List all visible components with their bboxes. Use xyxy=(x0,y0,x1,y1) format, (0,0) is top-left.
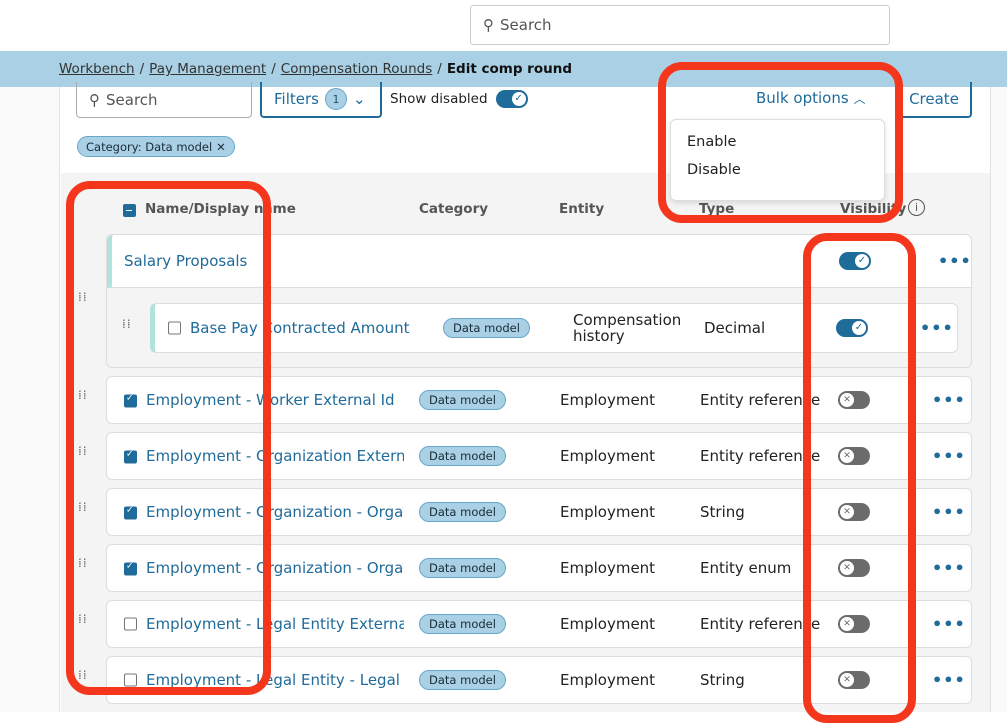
row-type: Entity reference xyxy=(700,615,820,633)
info-icon[interactable]: i xyxy=(908,199,925,216)
breadcrumb-current: Edit comp round xyxy=(446,61,573,77)
drag-handle-icon[interactable]: ⁞⁞ xyxy=(122,317,132,331)
table-row: Employment - Organization - Organization… xyxy=(106,544,972,592)
row-entity: Compensation history xyxy=(573,311,682,345)
breadcrumb-pay-management[interactable]: Pay Management xyxy=(149,61,267,77)
table-row: Base Pay Contracted Amount Data model Co… xyxy=(150,303,958,353)
chevron-up-icon: ︿ xyxy=(853,92,866,106)
group-name[interactable]: Salary Proposals xyxy=(124,252,248,270)
filter-chip: Category: Data model ✕ xyxy=(77,136,235,157)
row-checkbox[interactable] xyxy=(124,506,137,520)
drag-handle-icon[interactable]: ⁞⁞ xyxy=(78,444,88,458)
visibility-toggle[interactable] xyxy=(839,252,871,270)
row-checkbox[interactable] xyxy=(124,617,137,631)
visibility-toggle[interactable] xyxy=(838,615,870,633)
create-button[interactable]: Create xyxy=(898,82,972,118)
row-name[interactable]: Employment - Organization - Organization… xyxy=(146,559,404,577)
row-entity: Employment xyxy=(560,447,656,465)
category-badge: Data model xyxy=(419,446,506,466)
table-row: Employment - Legal Entity - Legal Name D… xyxy=(106,656,972,704)
right-gutter xyxy=(990,87,1007,712)
breadcrumb-compensation-rounds[interactable]: Compensation Rounds xyxy=(280,61,433,77)
row-type: String xyxy=(700,503,745,521)
row-name[interactable]: Employment - Legal Entity - Legal Name xyxy=(146,671,404,689)
row-type: String xyxy=(700,671,745,689)
category-badge: Data model xyxy=(419,390,506,410)
visibility-toggle[interactable] xyxy=(838,391,870,409)
drag-handle-icon[interactable]: ⁞⁞ xyxy=(78,668,88,682)
more-options-icon[interactable]: ••• xyxy=(920,318,954,338)
category-badge: Data model xyxy=(419,670,506,690)
row-checkbox[interactable] xyxy=(124,450,137,464)
drag-handle-icon[interactable]: ⁞⁞ xyxy=(78,612,88,626)
more-options-icon[interactable]: ••• xyxy=(932,614,966,634)
top-search-input[interactable]: ⚲ Search xyxy=(470,5,890,45)
search-input[interactable]: ⚲ Search xyxy=(76,82,252,118)
header-type[interactable]: Type xyxy=(699,201,735,217)
table-row: Employment - Legal Entity External Id Da… xyxy=(106,600,972,648)
table-row: Employment - Organization - Organization… xyxy=(106,488,972,536)
row-name[interactable]: Employment - Worker External Id xyxy=(146,391,395,409)
table-row: Employment - Organization External Id Da… xyxy=(106,432,972,480)
table-row: Employment - Worker External Id Data mod… xyxy=(106,376,972,424)
row-checkbox[interactable] xyxy=(124,394,137,408)
drag-handle-icon[interactable]: ⁞⁞ xyxy=(78,556,88,570)
row-type: Entity reference xyxy=(700,447,820,465)
header-entity[interactable]: Entity xyxy=(559,201,605,217)
drag-handle-icon[interactable]: ⁞⁞ xyxy=(78,500,88,514)
row-name[interactable]: Base Pay Contracted Amount xyxy=(190,319,410,337)
more-options-icon[interactable]: ••• xyxy=(932,446,966,466)
show-disabled: Show disabled xyxy=(390,90,528,108)
more-options-icon[interactable]: ••• xyxy=(932,502,966,522)
breadcrumb-workbench[interactable]: Workbench xyxy=(59,61,135,77)
header-name[interactable]: Name/Display name xyxy=(145,201,296,217)
row-entity: Employment xyxy=(560,615,656,633)
chevron-down-icon: ⌄ xyxy=(352,90,366,108)
visibility-toggle[interactable] xyxy=(838,447,870,465)
visibility-toggle[interactable] xyxy=(838,503,870,521)
row-type: Decimal xyxy=(704,319,766,337)
show-disabled-toggle[interactable] xyxy=(495,90,528,108)
header-category[interactable]: Category xyxy=(419,201,489,217)
category-badge: Data model xyxy=(419,558,506,578)
filters-button[interactable]: Filters 1 ⌄ xyxy=(260,82,382,118)
category-badge: Data model xyxy=(419,614,506,634)
filters-count-badge: 1 xyxy=(324,88,347,110)
more-options-icon[interactable]: ••• xyxy=(932,558,966,578)
row-name[interactable]: Employment - Organization External Id xyxy=(146,447,404,465)
search-icon: ⚲ xyxy=(89,90,100,109)
bulk-options-button[interactable]: Bulk options ︿ xyxy=(756,89,866,107)
bulk-options-menu: Enable Disable xyxy=(670,119,885,201)
visibility-toggle[interactable] xyxy=(838,559,870,577)
row-type: Entity reference xyxy=(700,391,820,409)
menu-item-disable[interactable]: Disable xyxy=(687,162,741,178)
search-icon: ⚲ xyxy=(483,16,494,34)
row-name[interactable]: Employment - Organization - Organization… xyxy=(146,503,404,521)
remove-filter-icon[interactable]: ✕ xyxy=(216,139,226,154)
drag-handle-icon[interactable]: ⁞⁞ xyxy=(78,290,88,304)
select-all-checkbox[interactable] xyxy=(123,204,136,217)
row-type: Entity enum xyxy=(700,559,792,577)
left-gutter xyxy=(0,87,60,712)
drag-handle-icon[interactable]: ⁞⁞ xyxy=(78,388,88,402)
visibility-toggle[interactable] xyxy=(838,671,870,689)
row-checkbox[interactable] xyxy=(168,321,181,335)
menu-item-enable[interactable]: Enable xyxy=(687,134,737,150)
category-badge: Data model xyxy=(443,318,530,338)
visibility-toggle[interactable] xyxy=(836,319,868,337)
more-options-icon[interactable]: ••• xyxy=(938,251,972,271)
more-options-icon[interactable]: ••• xyxy=(932,670,966,690)
category-badge: Data model xyxy=(419,502,506,522)
row-entity: Employment xyxy=(560,503,656,521)
row-checkbox[interactable] xyxy=(124,562,137,576)
more-options-icon[interactable]: ••• xyxy=(932,390,966,410)
row-entity: Employment xyxy=(560,671,656,689)
row-name[interactable]: Employment - Legal Entity External Id xyxy=(146,615,404,633)
header-visibility[interactable]: Visibility xyxy=(840,201,907,217)
row-checkbox[interactable] xyxy=(124,673,137,687)
row-entity: Employment xyxy=(560,559,656,577)
row-entity: Employment xyxy=(560,391,656,409)
